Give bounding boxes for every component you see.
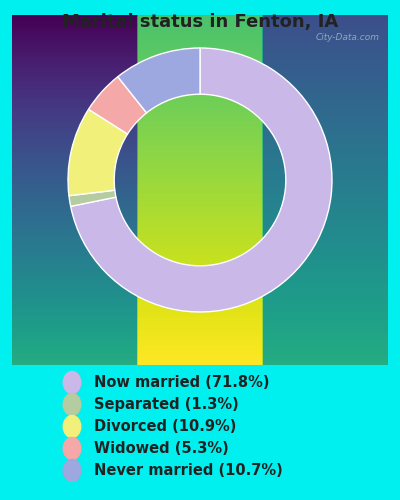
Wedge shape	[88, 76, 146, 134]
Wedge shape	[118, 48, 200, 113]
Text: Never married (10.7%): Never married (10.7%)	[94, 463, 283, 478]
Text: Separated (1.3%): Separated (1.3%)	[94, 397, 239, 412]
Wedge shape	[71, 48, 332, 312]
Text: Marital status in Fenton, IA: Marital status in Fenton, IA	[62, 12, 338, 30]
Text: Divorced (10.9%): Divorced (10.9%)	[94, 419, 236, 434]
Wedge shape	[69, 190, 116, 206]
Text: City-Data.com: City-Data.com	[316, 32, 380, 42]
Text: Widowed (5.3%): Widowed (5.3%)	[94, 441, 229, 456]
Text: Now married (71.8%): Now married (71.8%)	[94, 375, 270, 390]
Wedge shape	[68, 110, 128, 196]
